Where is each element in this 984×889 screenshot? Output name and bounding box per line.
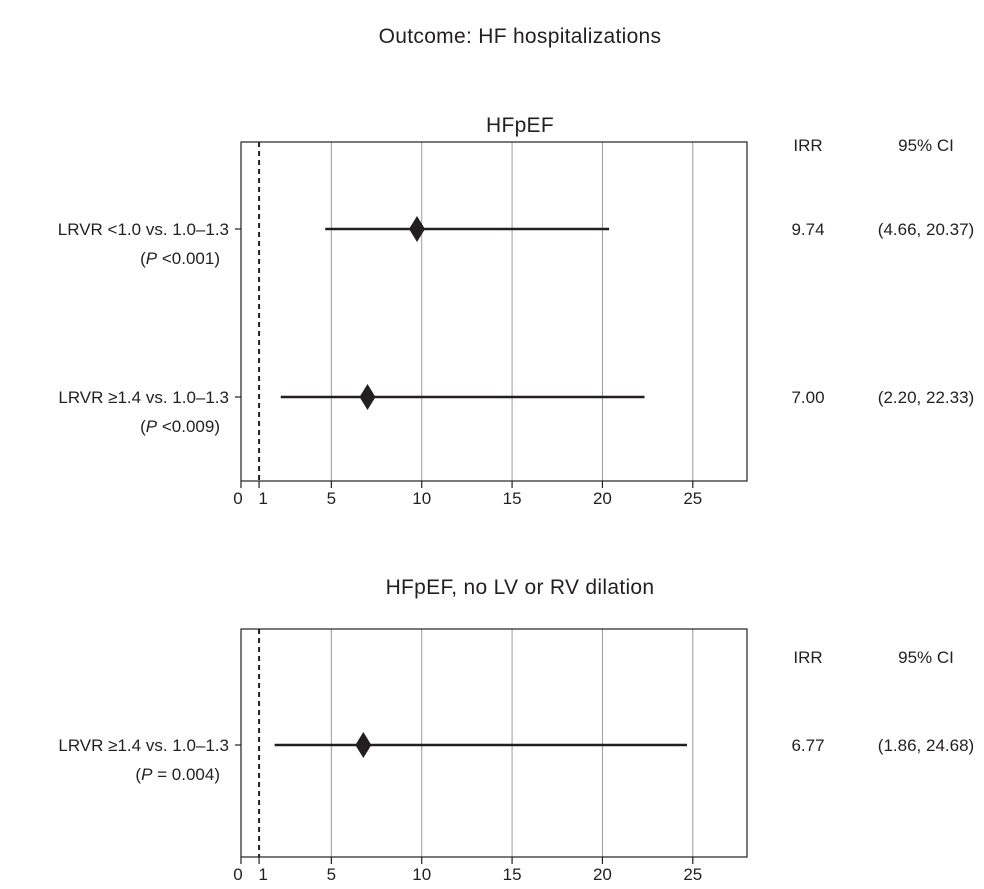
- x-tick-label: 15: [503, 865, 522, 884]
- panel-title: HFpEF, no LV or RV dilation: [386, 576, 655, 599]
- x-tick-label: 1: [258, 489, 267, 508]
- col-header-ci: 95% CI: [898, 648, 954, 667]
- x-tick-label: 20: [593, 489, 612, 508]
- figure-title: Outcome: HF hospitalizations: [379, 25, 662, 48]
- x-tick-label: 5: [327, 489, 336, 508]
- plot-frame: [240, 141, 748, 482]
- p-value-text: = 0.004): [152, 765, 220, 784]
- ci-value: (2.20, 22.33): [878, 388, 974, 407]
- plot-frame: [240, 628, 748, 858]
- irr-value: 7.00: [791, 388, 824, 407]
- x-tick-label: 25: [683, 865, 702, 884]
- row-p-value: (P = 0.004): [135, 765, 220, 784]
- irr-value: 9.74: [791, 220, 824, 239]
- estimate-diamond: [355, 732, 372, 758]
- x-tick-label: 10: [412, 865, 431, 884]
- x-tick-label: 20: [593, 865, 612, 884]
- p-letter: P: [146, 417, 158, 436]
- estimate-diamond: [359, 384, 376, 410]
- x-tick-label: 25: [683, 489, 702, 508]
- p-open: (: [140, 417, 146, 436]
- x-tick-label: 15: [503, 489, 522, 508]
- col-header-ci: 95% CI: [898, 136, 954, 155]
- p-open: (: [140, 249, 146, 268]
- ci-value: (1.86, 24.68): [878, 736, 974, 755]
- row-p-value: (P <0.009): [140, 417, 220, 436]
- row-label: LRVR ≥1.4 vs. 1.0–1.3: [58, 736, 229, 755]
- estimate-diamond: [409, 216, 426, 242]
- p-letter: P: [146, 249, 158, 268]
- irr-value: 6.77: [791, 736, 824, 755]
- row-label: LRVR ≥1.4 vs. 1.0–1.3: [58, 388, 229, 407]
- col-header-irr: IRR: [793, 648, 822, 667]
- row-p-value: (P <0.001): [140, 249, 220, 268]
- x-tick-label: 10: [412, 489, 431, 508]
- row-label: LRVR <1.0 vs. 1.0–1.3: [58, 220, 229, 239]
- x-tick-label: 0: [233, 865, 242, 884]
- p-value-text: <0.009): [157, 417, 220, 436]
- x-tick-label: 0: [233, 489, 242, 508]
- panel-title: HFpEF: [486, 114, 554, 137]
- col-header-irr: IRR: [793, 136, 822, 155]
- x-tick-label: 5: [327, 865, 336, 884]
- x-tick-label: 1: [258, 865, 267, 884]
- ci-value: (4.66, 20.37): [878, 220, 974, 239]
- p-letter: P: [141, 765, 153, 784]
- p-value-text: <0.001): [157, 249, 220, 268]
- p-open: (: [135, 765, 141, 784]
- panel-hfpef: HFpEF 0 1 5 10 15 20 25 IRR 95% CI LRVR <1.0 v…: [58, 114, 974, 508]
- panel-hfpef-no-dilation: HFpEF, no LV or RV dilation 0 1 5 10 15 20 25 …: [58, 576, 974, 884]
